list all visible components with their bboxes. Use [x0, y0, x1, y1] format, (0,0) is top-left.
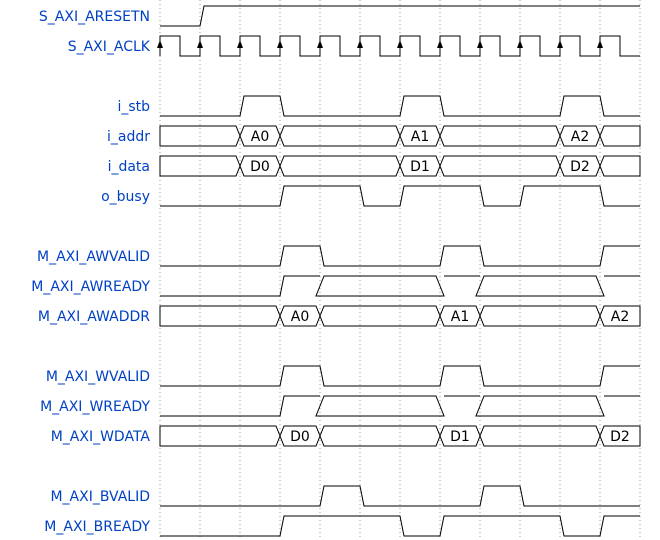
signal-label: i_data: [108, 159, 150, 175]
bus-value-label: A2: [571, 129, 589, 145]
undefined-region: [439, 125, 561, 147]
undefined-region: [159, 425, 281, 447]
signal-label: M_AXI_WDATA: [51, 429, 151, 445]
bus-value-label: A1: [451, 309, 469, 325]
signal-label: i_addr: [107, 129, 150, 145]
waveform: [160, 5, 640, 27]
signal-row-m-axi-wready: M_AXI_WREADY: [40, 395, 640, 417]
waveform: [160, 245, 640, 267]
signal-row-s-axi-aresetn: S_AXI_ARESETN: [39, 5, 640, 27]
undefined-region: [475, 275, 605, 297]
signal-row-i-data: i_data D0 D1 D2: [108, 155, 641, 177]
bus-value-label: A2: [611, 309, 629, 325]
signal-row-m-axi-wvalid: M_AXI_WVALID: [46, 365, 640, 387]
waveform: [160, 95, 640, 117]
signal-label: M_AXI_AWREADY: [31, 279, 150, 295]
bus-value-label: A1: [411, 129, 429, 145]
signal-rows: S_AXI_ARESETN S_AXI_ACLK i_stb i_addr A0 A1 A2…: [31, 5, 641, 537]
bus-value-label: D1: [450, 429, 470, 445]
signal-label: M_AXI_AWVALID: [37, 249, 150, 265]
signal-row-i-addr: i_addr A0 A1 A2: [107, 125, 641, 147]
undefined-region: [475, 395, 605, 417]
signal-row-i-stb: i_stb: [117, 95, 640, 117]
waveform: [160, 485, 640, 507]
waveform: [160, 365, 640, 387]
signal-row-o-busy: o_busy: [101, 185, 640, 207]
bus-value-label: A0: [291, 309, 309, 325]
bus-value-label: D2: [570, 159, 590, 175]
signal-label: i_stb: [117, 99, 150, 115]
signal-label: M_AXI_BVALID: [50, 489, 150, 505]
undefined-region: [159, 305, 281, 327]
signal-label: M_AXI_AWADDR: [38, 309, 150, 325]
bus-value-label: D0: [250, 159, 270, 175]
bus-value-label: D1: [410, 159, 430, 175]
bus-value-label: D0: [290, 429, 310, 445]
bus-value-cell: [599, 425, 641, 447]
undefined-region: [599, 125, 641, 147]
waveform: [159, 35, 640, 57]
signal-row-m-axi-awvalid: M_AXI_AWVALID: [37, 245, 640, 267]
signal-label: o_busy: [101, 189, 150, 205]
waveform: [160, 275, 640, 297]
undefined-region: [279, 125, 401, 147]
undefined-region: [315, 275, 445, 297]
signal-row-m-axi-bvalid: M_AXI_BVALID: [50, 485, 640, 507]
undefined-region: [439, 155, 561, 177]
signal-label: M_AXI_WVALID: [46, 369, 150, 385]
waveform: [160, 515, 640, 537]
signal-label: S_AXI_ACLK: [68, 39, 151, 55]
signal-row-m-axi-wdata: M_AXI_WDATA D0 D1 D2: [51, 425, 641, 447]
signal-row-m-axi-awaddr: M_AXI_AWADDR A0 A1 A2: [38, 305, 641, 327]
signal-row-m-axi-bready: M_AXI_BREADY: [44, 515, 640, 537]
cycle-gridlines: [159, 0, 641, 540]
bus-value-label: D2: [610, 429, 630, 445]
signal-label: S_AXI_ARESETN: [39, 9, 150, 25]
waveform: [160, 395, 640, 417]
signal-row-s-axi-aclk: S_AXI_ACLK: [68, 35, 640, 57]
undefined-region: [315, 395, 445, 417]
signal-row-m-axi-awready: M_AXI_AWREADY: [31, 275, 640, 297]
undefined-region: [319, 305, 441, 327]
signal-label: M_AXI_BREADY: [44, 519, 150, 535]
undefined-region: [319, 425, 441, 447]
waveform: [160, 185, 640, 207]
undefined-region: [279, 155, 401, 177]
undefined-region: [479, 305, 601, 327]
undefined-region: [599, 155, 641, 177]
bus-value-label: A0: [251, 129, 269, 145]
undefined-region: [479, 425, 601, 447]
bus-value-cell: [599, 305, 641, 327]
signal-label: M_AXI_WREADY: [40, 399, 150, 415]
